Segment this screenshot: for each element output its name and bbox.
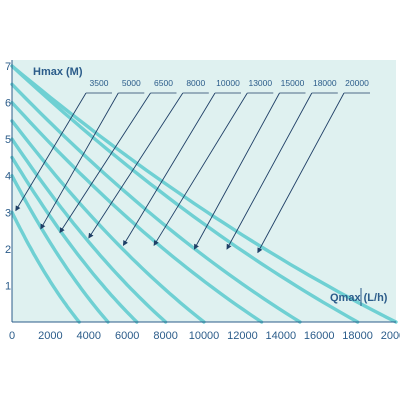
pointer-arrow-18000	[226, 92, 313, 250]
model-label-13000: 13000	[248, 78, 272, 88]
axes-layer	[11, 60, 396, 323]
pointer-arrow-3500	[15, 92, 87, 212]
y-tick-label: 3	[5, 207, 11, 219]
model-label-18000: 18000	[313, 78, 337, 88]
curve-8000	[10, 137, 168, 324]
x-tick-label: 12000	[227, 330, 258, 342]
y-tick-label: 7	[5, 61, 11, 73]
x-tick-label: 0	[9, 330, 15, 342]
pointer-arrow-5000	[40, 92, 119, 230]
model-label-8000: 8000	[186, 78, 205, 88]
y-tick-label: 5	[5, 134, 11, 146]
pointer-arrow-13000	[153, 92, 248, 246]
tick-labels: 0 2000 4000 6000 8000 10000 12000 14000 16000 180…	[5, 61, 400, 342]
x-tick-label: 10000	[189, 330, 220, 342]
curve-5000	[10, 173, 110, 324]
curve-6500	[10, 155, 139, 324]
pointer-arrow-8000	[88, 92, 184, 239]
curve-3500	[10, 210, 81, 324]
y-tick-label: 6	[5, 98, 11, 110]
curve-10000	[10, 119, 206, 324]
model-label-3500: 3500	[90, 78, 109, 88]
x-tick-label: 16000	[304, 330, 335, 342]
x-tick-label: 20000	[381, 330, 400, 342]
model-label-6500: 6500	[154, 78, 173, 88]
x-tick-label: 14000	[266, 330, 297, 342]
pointer-arrow-20000	[257, 92, 345, 254]
plot-area	[12, 60, 396, 322]
x-tick-label: 2000	[38, 330, 62, 342]
curve-15000	[10, 82, 302, 324]
y-tick-label: 4	[5, 171, 11, 183]
y-tick-label: 1	[5, 280, 11, 292]
x-tick-label: 6000	[115, 330, 139, 342]
x-axis-title: Qmax (L/h)	[330, 292, 388, 304]
model-label-10000: 10000	[216, 78, 240, 88]
pointer-arrow-6500	[59, 92, 151, 234]
pointer-arrow-10000	[122, 92, 216, 246]
model-label-5000: 5000	[122, 78, 141, 88]
pointer-arrow-15000	[193, 92, 280, 250]
x-tick-label: 4000	[77, 330, 101, 342]
curve-20000	[10, 64, 398, 324]
annotation-layer: 3500 5000 6500 8000 10000 13000 15000 18000 2000…	[15, 78, 370, 254]
y-axis-title: Hmax (M)	[33, 66, 83, 78]
x-tick-label: 18000	[342, 330, 373, 342]
model-label-20000: 20000	[345, 78, 369, 88]
curve-18000	[10, 64, 360, 324]
x-tick-label: 8000	[153, 330, 177, 342]
model-label-15000: 15000	[281, 78, 305, 88]
y-tick-label: 2	[5, 244, 11, 256]
